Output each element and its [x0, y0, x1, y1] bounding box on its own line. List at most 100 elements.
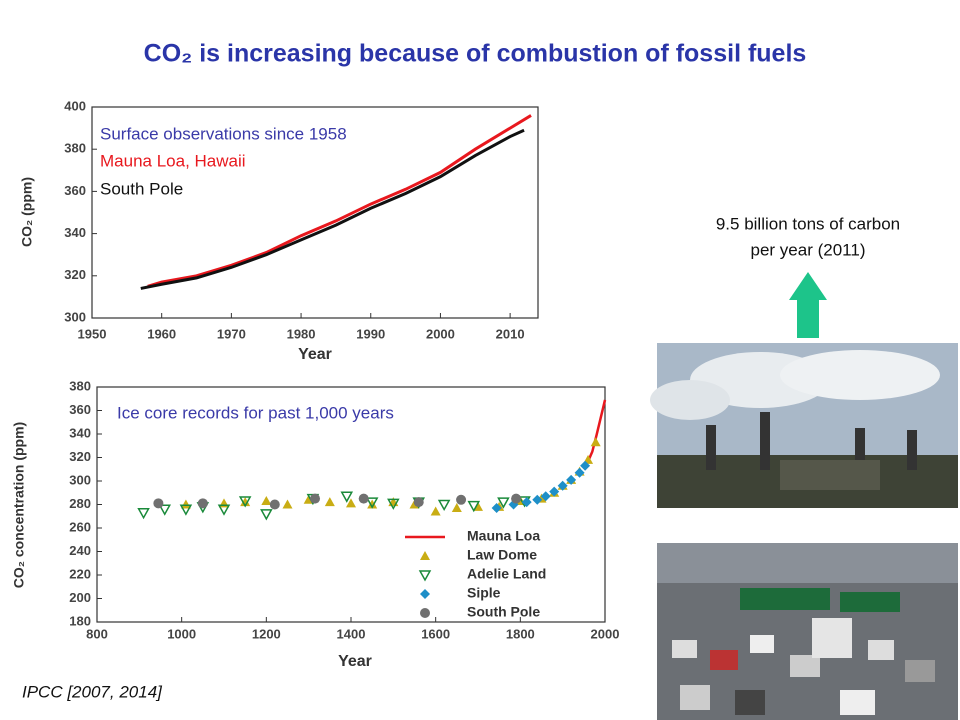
x-tick-label: 1990	[356, 326, 385, 341]
y-tick-label: 340	[69, 425, 91, 440]
point	[549, 486, 560, 497]
point	[179, 504, 193, 516]
point	[437, 499, 451, 512]
x-tick-label: 1960	[147, 326, 176, 341]
point	[240, 497, 251, 507]
point	[532, 494, 543, 505]
point	[590, 437, 601, 447]
point	[521, 497, 532, 508]
x-tick-label: 800	[86, 626, 108, 641]
x-tick-label: 2010	[496, 326, 525, 341]
point	[467, 500, 481, 513]
point	[580, 460, 591, 471]
legend-swatch	[418, 570, 432, 582]
point	[217, 504, 231, 516]
point	[566, 474, 577, 485]
point	[137, 507, 150, 520]
legend-label: Law Dome	[467, 547, 537, 563]
point	[219, 498, 229, 508]
x-tick-label: 2000	[426, 326, 455, 341]
x-axis-label: Year	[338, 653, 372, 670]
point	[557, 480, 568, 491]
y-tick-label: 320	[69, 449, 91, 464]
x-tick-label: 1400	[337, 626, 366, 641]
y-tick-label: 180	[69, 613, 91, 628]
point	[367, 499, 378, 509]
point	[365, 497, 379, 509]
point	[413, 497, 424, 508]
series-line	[140, 128, 525, 290]
point	[238, 496, 252, 508]
y-tick-label: 320	[64, 267, 86, 282]
point	[282, 499, 293, 509]
y-tick-label: 300	[69, 472, 91, 487]
legend-label: South Pole	[100, 179, 183, 198]
x-tick-label: 2000	[591, 626, 620, 641]
y-tick-label: 280	[69, 496, 91, 511]
point	[197, 498, 208, 509]
y-tick-label: 340	[64, 225, 86, 240]
y-tick-label: 400	[64, 98, 86, 113]
point	[451, 503, 462, 513]
point	[324, 497, 335, 507]
chart-annotation: Ice core records for past 1,000 years	[117, 403, 394, 422]
legend-label: South Pole	[467, 604, 540, 620]
up-arrow	[789, 272, 827, 338]
plot-frame	[91, 106, 539, 319]
point	[456, 494, 467, 505]
x-tick-label: 1200	[252, 626, 281, 641]
point	[153, 498, 164, 509]
x-tick-label: 1000	[167, 626, 196, 641]
source: IPCC [2007, 2014]	[22, 682, 163, 701]
x-tick-label: 1970	[217, 326, 246, 341]
y-tick-label: 300	[64, 309, 86, 324]
legend-label: Mauna Loa, Hawaii	[100, 151, 246, 170]
point	[358, 493, 369, 504]
x-tick-label: 1800	[506, 626, 535, 641]
point	[346, 498, 356, 508]
emissions-line: 9.5 billion tons of carbon	[716, 214, 900, 233]
y-tick-label: 360	[64, 183, 86, 198]
point	[497, 497, 510, 509]
x-tick-label: 1950	[78, 326, 107, 341]
legend-label: Adelie Land	[467, 566, 546, 582]
point	[158, 504, 172, 516]
legend-swatch	[420, 589, 430, 599]
point	[340, 491, 354, 503]
point	[269, 499, 280, 510]
legend-label: Siple	[467, 585, 501, 601]
x-axis-label: Year	[298, 346, 332, 363]
emissions-line: per year (2011)	[751, 240, 866, 259]
chart-panel	[15, 95, 545, 370]
y-tick-label: 360	[69, 402, 91, 417]
factory-photo	[650, 343, 958, 508]
y-axis-label: CO₂ concentration (ppm)	[11, 422, 27, 588]
point	[260, 509, 273, 521]
y-tick-label: 260	[69, 519, 91, 534]
legend-swatch	[420, 551, 430, 560]
traffic-photo	[657, 543, 958, 720]
point	[540, 491, 551, 502]
point	[491, 503, 502, 514]
x-tick-label: 1600	[421, 626, 450, 641]
y-tick-label: 380	[64, 141, 86, 156]
point	[261, 495, 272, 505]
legend-label: Mauna Loa	[467, 528, 540, 544]
x-tick-label: 1980	[287, 326, 316, 341]
y-axis-label: CO₂ (ppm)	[19, 177, 35, 247]
series-line	[586, 399, 607, 464]
point	[574, 467, 585, 478]
y-tick-label: 380	[69, 378, 91, 393]
y-tick-label: 220	[69, 566, 91, 581]
point	[430, 506, 441, 516]
point	[180, 499, 191, 509]
y-tick-label: 240	[69, 543, 91, 558]
slide-title: CO₂ is increasing because of combustion …	[144, 40, 807, 68]
y-tick-label: 200	[69, 590, 91, 605]
legend-swatch	[420, 608, 430, 618]
point	[511, 493, 522, 504]
chart-subtitle: Surface observations since 1958	[100, 124, 347, 143]
point	[387, 498, 400, 510]
series-line	[147, 114, 532, 288]
